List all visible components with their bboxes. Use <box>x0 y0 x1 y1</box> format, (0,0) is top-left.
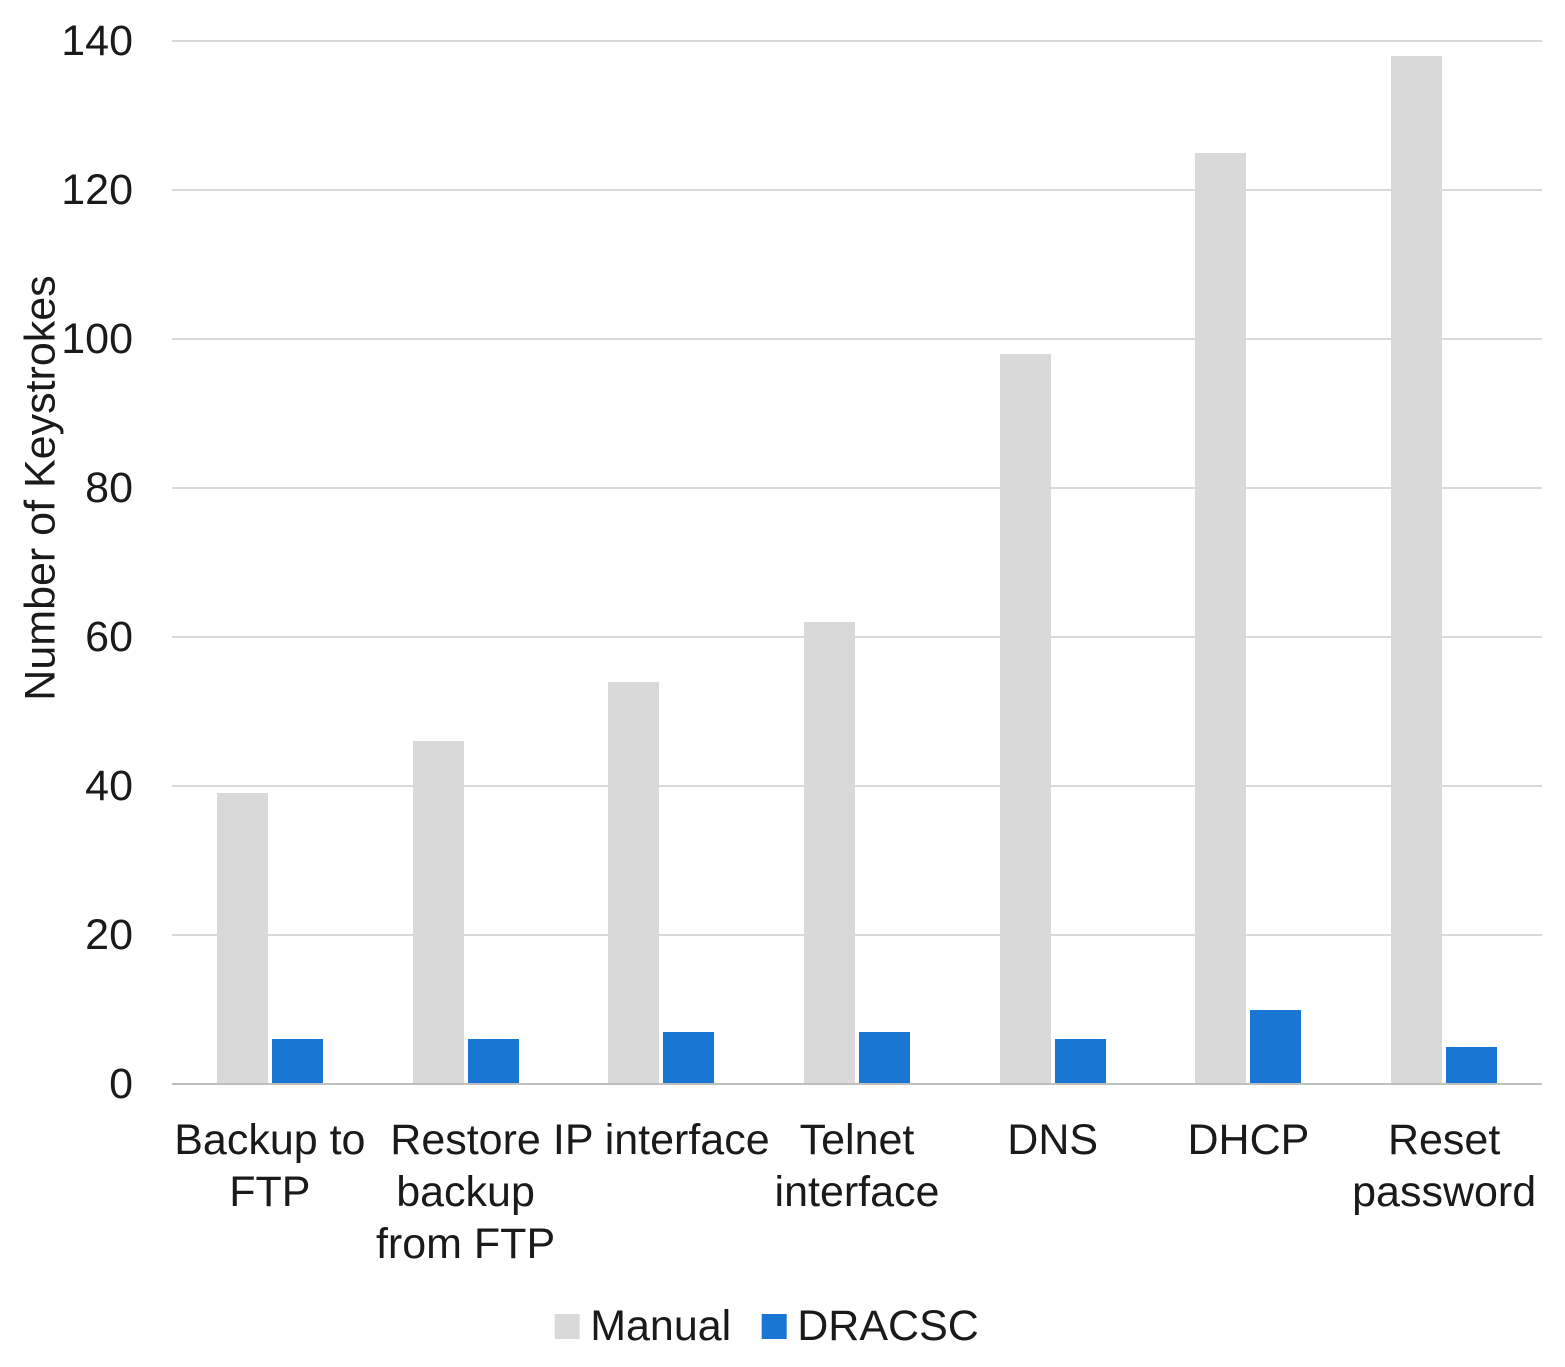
legend: Manual DRACSC <box>554 1300 979 1352</box>
bar-manual-dns <box>999 353 1051 1084</box>
y-tick-label-120: 120 <box>61 166 133 214</box>
bar-dracsc-telnet-interface <box>859 1031 910 1084</box>
gridline-y-40 <box>172 785 1542 787</box>
gridline-y-100 <box>172 338 1542 340</box>
x-category-label-ip-interface: IP interface <box>552 1116 770 1164</box>
bar-dracsc-backup-to-ftp <box>271 1039 323 1084</box>
bar-dracsc-dns <box>1054 1039 1106 1084</box>
bar-manual-telnet-interface <box>804 622 855 1084</box>
legend-label-dracsc: DRACSC <box>797 1302 979 1350</box>
x-category-label-dns: DNS <box>1007 1116 1099 1164</box>
bar-dracsc-restore-backup-from-ftp <box>467 1039 519 1084</box>
bar-manual-dhcp <box>1195 152 1247 1084</box>
y-tick-label-20: 20 <box>85 911 133 959</box>
legend-swatch-manual <box>554 1313 580 1339</box>
bar-manual-restore-backup-from-ftp <box>412 741 464 1084</box>
legend-swatch-dracsc <box>761 1313 787 1339</box>
bar-dracsc-ip-interface <box>663 1031 715 1084</box>
x-category-label-restore-backup-from-ftp: Restore backup from FTP <box>375 1116 556 1268</box>
bar-manual-reset-password <box>1391 55 1443 1084</box>
y-tick-label-140: 140 <box>61 17 133 65</box>
gridline-y-80 <box>172 487 1542 489</box>
y-tick-label-60: 60 <box>85 613 133 661</box>
y-tick-label-40: 40 <box>85 762 133 810</box>
bar-manual-ip-interface <box>608 681 660 1084</box>
gridline-y-120 <box>172 189 1542 191</box>
plot-area <box>172 40 1542 1085</box>
legend-item-dracsc: DRACSC <box>761 1300 979 1352</box>
bar-manual-backup-to-ftp <box>216 793 268 1084</box>
x-category-label-telnet-interface: Telnet interface <box>774 1116 940 1216</box>
bar-dracsc-dhcp <box>1250 1009 1302 1084</box>
legend-label-manual: Manual <box>590 1302 732 1350</box>
legend-item-manual: Manual <box>554 1300 731 1352</box>
x-axis-line <box>172 1083 1542 1085</box>
y-tick-label-0: 0 <box>109 1060 133 1108</box>
y-tick-label-80: 80 <box>85 464 133 512</box>
x-category-label-backup-to-ftp: Backup to FTP <box>174 1116 366 1216</box>
y-tick-label-100: 100 <box>61 315 133 363</box>
gridline-y-140 <box>172 40 1542 42</box>
x-category-label-dhcp: DHCP <box>1187 1116 1310 1164</box>
gridline-y-20 <box>172 934 1542 936</box>
bar-dracsc-reset-password <box>1446 1046 1498 1084</box>
x-category-label-reset-password: Reset password <box>1352 1116 1537 1216</box>
gridline-y-60 <box>172 636 1542 638</box>
